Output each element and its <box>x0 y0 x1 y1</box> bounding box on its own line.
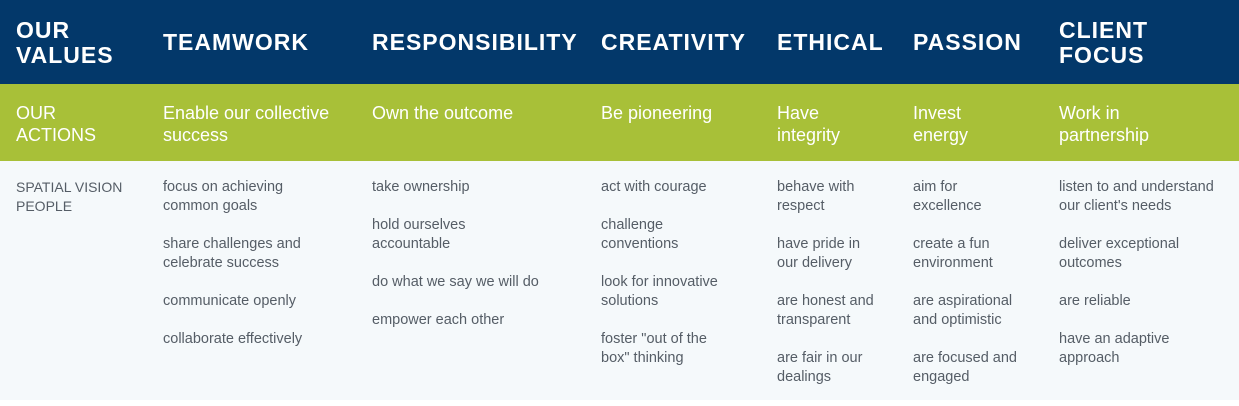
value-teamwork: TEAMWORK <box>163 29 309 55</box>
action-responsibility: Own the outcome <box>372 103 514 123</box>
people-column-creativity: act with courage challenge conventions l… <box>601 178 771 387</box>
action-ethical: Have integrity <box>777 103 841 145</box>
our-values-label: OUR VALUES <box>16 17 114 68</box>
list-item: are focused and engaged <box>913 350 1017 385</box>
list-item: share challenges and celebrate success <box>163 236 301 271</box>
actions-row: OUR ACTIONS Enable our collective succes… <box>0 84 1239 161</box>
value-passion: PASSION <box>913 29 1022 55</box>
list-item: are reliable <box>1059 293 1131 309</box>
list-item: create a fun environment <box>913 236 993 271</box>
values-row: OUR VALUES TEAMWORK RESPONSIBILITY CREAT… <box>0 0 1239 84</box>
people-column-client-focus: listen to and understand our client's ne… <box>1059 178 1234 387</box>
list-item: collaborate effectively <box>163 331 303 347</box>
people-column-responsibility: take ownership hold ourselves accountabl… <box>372 178 592 349</box>
people-column-teamwork: focus on achieving common goals share ch… <box>163 178 363 368</box>
people-column-passion: aim for excellence create a fun environm… <box>913 178 1053 406</box>
list-item: are fair in our dealings <box>777 350 863 385</box>
list-item: have an adaptive approach <box>1059 331 1170 366</box>
list-item: hold ourselves accountable <box>372 217 466 252</box>
list-item: focus on achieving common goals <box>163 179 284 214</box>
list-item: aim for excellence <box>913 179 982 214</box>
action-creativity: Be pioneering <box>601 103 713 123</box>
value-ethical: ETHICAL <box>777 29 884 55</box>
list-item: communicate openly <box>163 293 296 309</box>
value-creativity: CREATIVITY <box>601 29 747 55</box>
list-item: look for innovative solutions <box>601 274 718 309</box>
list-item: behave with respect <box>777 179 855 214</box>
people-row: SPATIAL VISION PEOPLE focus on achieving… <box>0 161 1239 400</box>
action-passion: Invest energy <box>913 103 969 145</box>
people-column-ethical: behave with respect have pride in our de… <box>777 178 907 406</box>
list-item: are aspirational and optimistic <box>913 293 1013 328</box>
list-item: do what we say we will do <box>372 274 539 290</box>
list-item: listen to and understand our client's ne… <box>1059 179 1214 214</box>
people-label: SPATIAL VISION PEOPLE <box>16 179 123 214</box>
list-item: act with courage <box>601 179 707 195</box>
list-item: have pride in our delivery <box>777 236 861 271</box>
our-actions-label: OUR ACTIONS <box>16 103 97 145</box>
list-item: challenge conventions <box>601 217 679 252</box>
list-item: are honest and transparent <box>777 293 874 328</box>
list-item: foster "out of the box" thinking <box>601 331 707 366</box>
action-teamwork: Enable our collective success <box>163 103 330 145</box>
list-item: take ownership <box>372 179 470 195</box>
list-item: empower each other <box>372 312 505 328</box>
value-responsibility: RESPONSIBILITY <box>372 29 578 55</box>
value-client-focus: CLIENT FOCUS <box>1059 17 1149 68</box>
list-item: deliver exceptional outcomes <box>1059 236 1180 271</box>
action-client-focus: Work in partnership <box>1059 103 1150 145</box>
